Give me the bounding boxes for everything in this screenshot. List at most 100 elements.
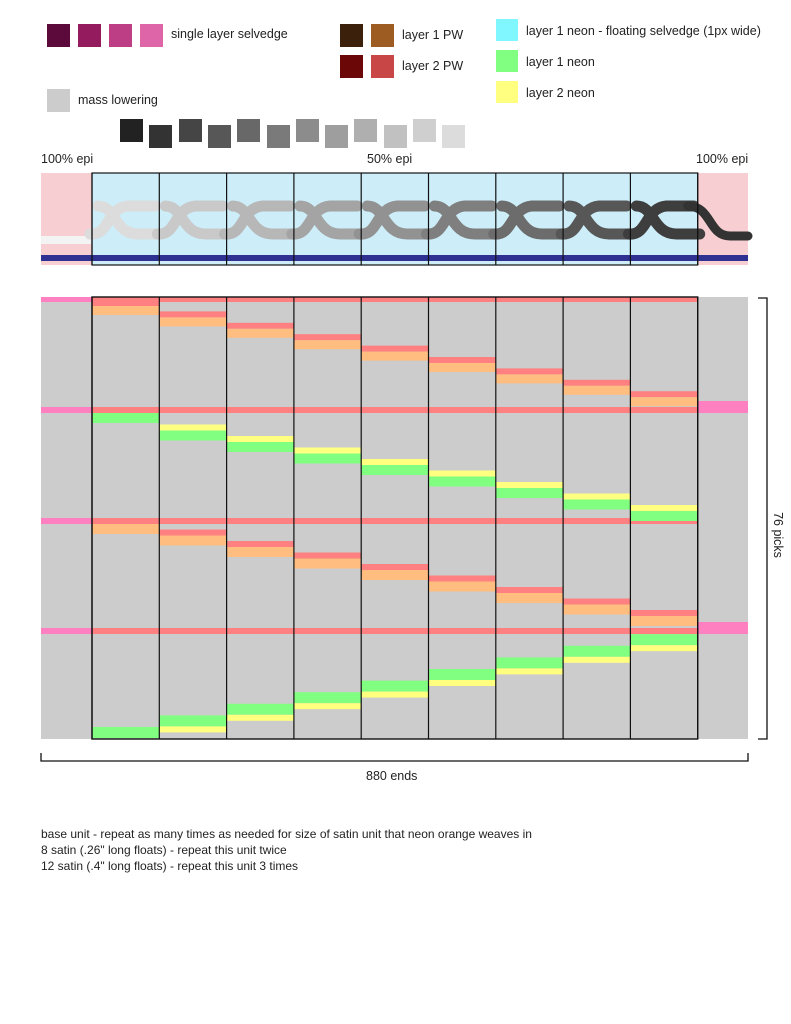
green-pick xyxy=(226,442,294,452)
red-pick xyxy=(495,587,564,593)
orange-pick xyxy=(361,570,429,580)
orange-pick xyxy=(226,328,294,338)
green-pick xyxy=(159,715,227,727)
green-pick xyxy=(630,634,698,646)
yellow-pick xyxy=(495,482,564,488)
green-pick xyxy=(630,511,698,521)
red-pick xyxy=(495,368,564,375)
yellow-pick xyxy=(226,436,294,442)
yellow-pick xyxy=(159,726,227,733)
red-pick-row xyxy=(92,297,698,302)
pw-swatch xyxy=(340,55,363,78)
green-pick xyxy=(563,499,631,510)
green-pick xyxy=(293,692,362,704)
orange-pick xyxy=(428,581,496,592)
red-pick xyxy=(293,552,362,559)
orange-pick xyxy=(630,397,698,407)
note-line: 8 satin (.26" long floats) - repeat this… xyxy=(41,843,287,857)
orange-pick xyxy=(92,306,160,315)
neon-swatch xyxy=(496,81,518,103)
profile-weave-stroke xyxy=(555,200,638,240)
red-pick-row xyxy=(92,407,698,413)
red-pick xyxy=(92,300,160,306)
yellow-pick xyxy=(495,668,564,675)
cross-section-profile xyxy=(41,172,753,266)
note-line: 12 satin (.4" long floats) - repeat this… xyxy=(41,859,299,873)
yellow-pick xyxy=(361,691,429,698)
red-pick-row xyxy=(92,628,698,634)
red-pick xyxy=(630,391,698,398)
legend-neon-layer2-label: layer 2 neon xyxy=(526,86,595,100)
red-pick xyxy=(428,357,496,363)
yellow-pick xyxy=(630,505,698,511)
yellow-pick xyxy=(428,470,496,477)
selvedge-swatch xyxy=(109,24,132,47)
green-pick xyxy=(361,465,429,475)
notes: base unit - repeat as many times as need… xyxy=(41,826,532,874)
pw-swatch xyxy=(340,24,363,47)
profile-left-selvedge xyxy=(41,173,92,265)
orange-pick xyxy=(92,524,160,534)
red-pick xyxy=(630,610,698,616)
profile-label-right: 100% epi xyxy=(696,152,749,166)
selvedge-pick xyxy=(697,401,748,413)
note-line: base unit - repeat as many times as need… xyxy=(41,827,532,841)
profile-weave-stroke xyxy=(353,200,436,240)
profile-weave-stroke xyxy=(151,200,235,240)
profile-center-area xyxy=(92,173,698,265)
red-pick xyxy=(226,322,294,329)
orange-pick xyxy=(563,604,631,615)
yellow-pick xyxy=(563,493,631,500)
legend-pw1-label: layer 1 PW xyxy=(402,28,464,42)
profile-weave-stroke xyxy=(84,200,167,240)
yellow-pick xyxy=(226,714,294,721)
profile-weave-stroke xyxy=(219,200,302,240)
selvedge-pick xyxy=(41,628,92,634)
profile-left-float xyxy=(41,236,92,244)
mass-gradient-swatch xyxy=(207,125,231,148)
mass-gradient-swatch xyxy=(120,119,143,142)
neon-swatch xyxy=(496,19,518,41)
red-pick-row xyxy=(92,518,698,524)
orange-pick xyxy=(630,616,698,626)
red-pick xyxy=(159,311,227,318)
green-pick xyxy=(92,727,160,738)
red-pick xyxy=(563,598,631,605)
profile-base-line xyxy=(41,255,748,261)
yellow-pick xyxy=(293,703,362,710)
legend-mass-lowering-label: mass lowering xyxy=(78,93,158,107)
selvedge-swatch xyxy=(47,24,70,47)
yellow-pick xyxy=(293,447,362,454)
profile-weave-end xyxy=(683,201,753,241)
mass-gradient-swatch xyxy=(149,125,173,148)
dimension-brackets xyxy=(40,297,768,762)
orange-pick xyxy=(226,547,294,557)
yellow-pick xyxy=(159,424,227,431)
red-pick xyxy=(226,541,294,547)
yellow-pick xyxy=(630,645,698,652)
red-pick xyxy=(159,529,227,536)
orange-pick xyxy=(428,363,496,372)
orange-pick xyxy=(563,385,631,395)
orange-pick xyxy=(495,374,564,384)
mass-gradient-swatch xyxy=(325,125,349,148)
mass-gradient-swatch xyxy=(413,119,436,142)
red-pick xyxy=(428,575,496,582)
green-pick xyxy=(428,669,496,680)
orange-pick xyxy=(159,535,227,546)
legend-neon-layer1-label: layer 1 neon xyxy=(526,55,595,69)
legend-mass-lowering-swatch xyxy=(47,89,70,112)
green-pick xyxy=(159,430,227,441)
profile-label-left: 100% epi xyxy=(41,152,94,166)
mass-gradient-swatch xyxy=(237,119,261,142)
mass-gradient-swatch xyxy=(383,125,407,148)
yellow-pick xyxy=(361,459,429,465)
orange-pick xyxy=(361,351,429,361)
green-pick xyxy=(563,645,631,657)
picks-bracket xyxy=(758,297,768,740)
green-pick xyxy=(361,680,429,692)
selvedge-pick xyxy=(697,622,748,634)
ends-bracket xyxy=(40,753,749,762)
red-pick xyxy=(563,379,631,386)
